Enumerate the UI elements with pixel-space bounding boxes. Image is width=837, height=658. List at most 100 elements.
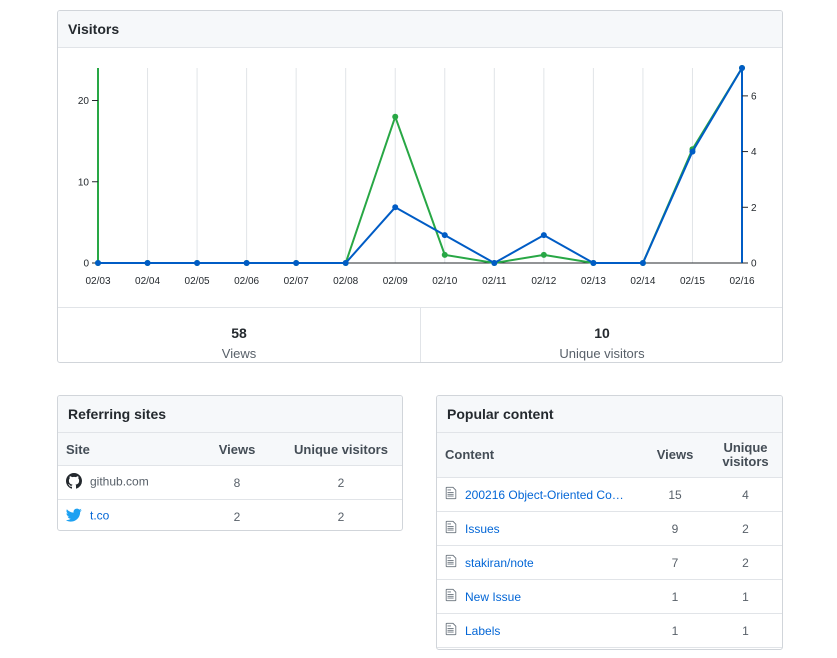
col-site: Site bbox=[58, 433, 194, 466]
site-link[interactable]: t.co bbox=[90, 508, 110, 523]
site-name: github.com bbox=[90, 474, 149, 489]
table-row: Labels 1 1 bbox=[437, 613, 782, 648]
col-views: Views bbox=[641, 433, 709, 478]
site-views: 8 bbox=[194, 465, 280, 500]
unique-point bbox=[739, 65, 745, 71]
visitors-panel: Visitors 02/03 02/04 02/05 02/06 02/07 02/08 0… bbox=[57, 10, 783, 363]
content-unique: 1 bbox=[709, 613, 782, 648]
col-unique: Unique visitors bbox=[709, 433, 782, 478]
x-tick-label: 02/13 bbox=[581, 276, 606, 287]
unique-series-line bbox=[98, 67, 743, 265]
unique-label: Unique visitors bbox=[559, 346, 645, 361]
col-content: Content bbox=[437, 433, 641, 478]
popular-title: Popular content bbox=[437, 396, 782, 433]
col-unique-line1: Unique bbox=[723, 440, 768, 455]
popular-table: Content Views Unique visitors 200216 Obj… bbox=[437, 433, 782, 648]
unique-point bbox=[491, 260, 498, 266]
content-cell: Labels bbox=[437, 613, 641, 648]
content-views: 15 bbox=[641, 477, 709, 512]
x-tick-label: 02/14 bbox=[630, 276, 655, 287]
views-series-line bbox=[98, 67, 743, 265]
right-tick-label: 2 bbox=[751, 203, 757, 214]
table-row: 200216 Object-Oriented Con… 15 4 bbox=[437, 477, 782, 512]
right-tick-label: 4 bbox=[751, 147, 757, 158]
x-tick-label: 02/09 bbox=[383, 276, 408, 287]
content-views: 7 bbox=[641, 545, 709, 580]
unique-point bbox=[441, 232, 448, 239]
unique-point bbox=[293, 260, 300, 266]
views-total: 58 bbox=[231, 325, 247, 341]
unique-point bbox=[194, 260, 201, 266]
x-tick-label: 02/07 bbox=[284, 276, 309, 287]
content-cell: New Issue bbox=[437, 579, 641, 614]
unique-summary: 10 Unique visitors bbox=[420, 308, 782, 362]
table-row: github.com 8 2 bbox=[58, 465, 402, 500]
x-tick-label: 02/05 bbox=[185, 276, 210, 287]
content-views: 1 bbox=[641, 579, 709, 614]
popular-content-panel: Popular content Content Views Unique vis… bbox=[436, 395, 783, 650]
x-tick-label: 02/15 bbox=[680, 276, 705, 287]
site-cell: t.co bbox=[58, 499, 194, 530]
unique-point bbox=[342, 260, 349, 266]
content-views: 9 bbox=[641, 511, 709, 546]
content-unique: 4 bbox=[709, 477, 782, 512]
left-tick-label: 20 bbox=[78, 96, 90, 107]
content-cell: stakiran/note bbox=[437, 545, 641, 580]
referring-table: Site Views Unique visitors github.com 8 … bbox=[58, 433, 402, 530]
left-tick-label: 0 bbox=[83, 259, 89, 270]
x-tick-label: 02/04 bbox=[135, 276, 160, 287]
unique-point bbox=[243, 260, 250, 266]
content-link[interactable]: 200216 Object-Oriented Con… bbox=[465, 487, 627, 502]
unique-point bbox=[144, 260, 151, 266]
table-row: Issues 9 2 bbox=[437, 511, 782, 546]
views-point bbox=[392, 113, 399, 120]
unique-point bbox=[590, 260, 597, 266]
col-views: Views bbox=[194, 433, 280, 466]
visitors-chart: 02/03 02/04 02/05 02/06 02/07 02/08 02/09 02/10… bbox=[78, 65, 757, 287]
content-unique: 2 bbox=[709, 545, 782, 580]
unique-point bbox=[689, 148, 696, 155]
content-link[interactable]: Issues bbox=[465, 521, 500, 536]
views-summary: 58 Views bbox=[58, 308, 420, 362]
x-tick-label: 02/12 bbox=[531, 276, 556, 287]
views-label: Views bbox=[221, 346, 257, 361]
content-unique: 2 bbox=[709, 511, 782, 546]
x-tick-label: 02/06 bbox=[234, 276, 259, 287]
x-tick-label: 02/10 bbox=[432, 276, 457, 287]
visitors-title: Visitors bbox=[58, 11, 782, 48]
content-link[interactable]: New Issue bbox=[465, 589, 522, 604]
x-tick-label: 02/11 bbox=[482, 276, 507, 287]
left-tick-label: 10 bbox=[78, 177, 90, 188]
content-link[interactable]: stakiran/note bbox=[465, 555, 534, 570]
site-views: 2 bbox=[194, 499, 280, 530]
unique-point bbox=[392, 204, 399, 211]
unique-point bbox=[639, 260, 646, 266]
content-cell: 200216 Object-Oriented Con… bbox=[437, 477, 641, 512]
content-unique: 1 bbox=[709, 579, 782, 614]
site-unique: 2 bbox=[280, 499, 402, 530]
unique-total: 10 bbox=[594, 325, 610, 341]
file-icon bbox=[445, 554, 457, 571]
right-tick-label: 0 bbox=[751, 259, 757, 270]
x-tick-label: 02/03 bbox=[85, 276, 110, 287]
table-row: New Issue 1 1 bbox=[437, 579, 782, 614]
file-icon bbox=[445, 588, 457, 605]
x-tick-label: 02/08 bbox=[333, 276, 358, 287]
github-icon bbox=[66, 473, 82, 492]
file-icon bbox=[445, 622, 457, 639]
divider bbox=[58, 307, 782, 308]
content-views: 1 bbox=[641, 613, 709, 648]
col-unique-line2: visitors bbox=[722, 454, 769, 469]
table-row: t.co 2 2 bbox=[58, 499, 402, 530]
unique-point bbox=[95, 260, 101, 266]
twitter-icon bbox=[65, 507, 82, 526]
content-cell: Issues bbox=[437, 511, 641, 546]
right-tick-label: 6 bbox=[751, 91, 757, 102]
referring-title: Referring sites bbox=[58, 396, 402, 433]
col-unique: Unique visitors bbox=[280, 433, 402, 466]
file-icon bbox=[445, 520, 457, 537]
referring-sites-panel: Referring sites Site Views Unique visito… bbox=[57, 395, 403, 531]
content-link[interactable]: Labels bbox=[465, 623, 501, 638]
unique-point bbox=[540, 232, 547, 239]
file-icon bbox=[445, 486, 457, 503]
